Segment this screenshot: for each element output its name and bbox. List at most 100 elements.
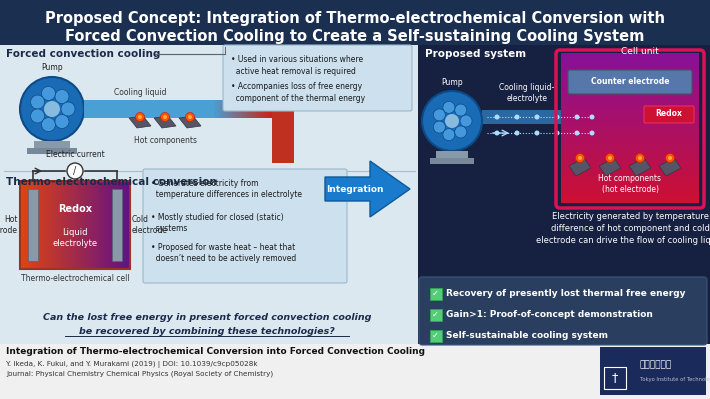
Bar: [256, 100, 257, 118]
Bar: [561, 101, 699, 104]
Bar: [561, 182, 699, 185]
Circle shape: [160, 113, 170, 122]
Bar: [561, 67, 699, 71]
Bar: [99, 181, 102, 269]
Circle shape: [555, 130, 559, 136]
FancyBboxPatch shape: [430, 308, 442, 320]
Bar: [436, 151, 468, 158]
Bar: [46, 181, 49, 269]
Bar: [561, 170, 699, 173]
Bar: [272, 115, 294, 163]
Bar: [561, 188, 699, 191]
Bar: [561, 89, 699, 92]
Bar: [561, 196, 699, 200]
Text: Hot components
(hot electrode): Hot components (hot electrode): [599, 174, 662, 194]
Bar: [38, 181, 40, 269]
Polygon shape: [569, 158, 591, 176]
Text: Pump: Pump: [41, 63, 62, 72]
Circle shape: [638, 156, 642, 160]
Bar: [26, 181, 29, 269]
Bar: [230, 100, 231, 118]
Bar: [20, 181, 130, 269]
Bar: [53, 181, 55, 269]
Bar: [117, 181, 119, 269]
Bar: [33, 181, 36, 269]
Circle shape: [433, 109, 445, 121]
Circle shape: [443, 128, 455, 141]
Bar: [561, 122, 699, 125]
Bar: [119, 181, 121, 269]
Bar: [561, 160, 699, 164]
Bar: [60, 181, 62, 269]
FancyBboxPatch shape: [568, 70, 692, 94]
Bar: [86, 181, 89, 269]
Bar: [246, 100, 248, 118]
Text: Integration: Integration: [327, 184, 383, 194]
Bar: [561, 79, 699, 83]
FancyBboxPatch shape: [644, 106, 694, 123]
FancyBboxPatch shape: [223, 45, 412, 111]
Bar: [104, 181, 106, 269]
Bar: [260, 100, 261, 118]
Bar: [430, 158, 474, 164]
Circle shape: [422, 91, 482, 151]
Bar: [70, 181, 73, 269]
FancyBboxPatch shape: [143, 169, 347, 283]
Bar: [241, 100, 242, 118]
Circle shape: [635, 154, 645, 162]
Bar: [561, 140, 699, 143]
Bar: [84, 100, 102, 118]
Text: †: †: [612, 371, 618, 385]
Circle shape: [535, 115, 540, 119]
Bar: [268, 100, 269, 118]
Bar: [97, 181, 99, 269]
Bar: [34, 141, 70, 149]
Bar: [244, 100, 245, 118]
Bar: [68, 181, 71, 269]
Bar: [112, 181, 115, 269]
Bar: [258, 100, 260, 118]
Text: Redox: Redox: [655, 109, 682, 119]
Text: Journal: Physical Chemistry Chemical Physics (Royal Society of Chemistry): Journal: Physical Chemistry Chemical Phy…: [6, 371, 273, 377]
Bar: [257, 100, 258, 118]
Bar: [112, 189, 122, 261]
Text: Can the lost free energy in present forced convection cooling: Can the lost free energy in present forc…: [43, 312, 371, 322]
Text: Redox: Redox: [58, 204, 92, 214]
Circle shape: [454, 126, 466, 138]
Bar: [561, 134, 699, 137]
Bar: [64, 181, 67, 269]
Bar: [77, 181, 80, 269]
Bar: [561, 146, 699, 149]
Bar: [0, 0, 710, 45]
Text: Counter electrode: Counter electrode: [591, 77, 670, 87]
Text: Cooling liquid: Cooling liquid: [114, 88, 167, 97]
Polygon shape: [629, 158, 651, 176]
Bar: [128, 181, 131, 269]
Bar: [561, 61, 699, 65]
Bar: [48, 181, 51, 269]
Text: Pump: Pump: [441, 78, 463, 87]
Bar: [561, 128, 699, 131]
Bar: [561, 136, 699, 140]
Circle shape: [574, 115, 579, 119]
Bar: [124, 181, 126, 269]
Bar: [90, 181, 93, 269]
Text: Gain>1: Proof-of-concept demonstration: Gain>1: Proof-of-concept demonstration: [446, 310, 653, 319]
Circle shape: [31, 109, 45, 123]
Bar: [58, 181, 60, 269]
Bar: [24, 181, 27, 269]
Bar: [215, 100, 217, 118]
Bar: [561, 178, 699, 182]
Circle shape: [67, 163, 83, 179]
Bar: [224, 100, 226, 118]
Bar: [84, 181, 87, 269]
Bar: [51, 181, 53, 269]
Text: • Generates electricity from
  temperature differences in electrolyte: • Generates electricity from temperature…: [151, 179, 302, 200]
Text: Proposed system: Proposed system: [425, 49, 526, 59]
Text: 東京工業大学: 東京工業大学: [640, 361, 672, 369]
Bar: [561, 59, 699, 62]
Bar: [214, 100, 215, 118]
Bar: [561, 103, 699, 107]
Bar: [482, 110, 602, 124]
Bar: [231, 100, 233, 118]
